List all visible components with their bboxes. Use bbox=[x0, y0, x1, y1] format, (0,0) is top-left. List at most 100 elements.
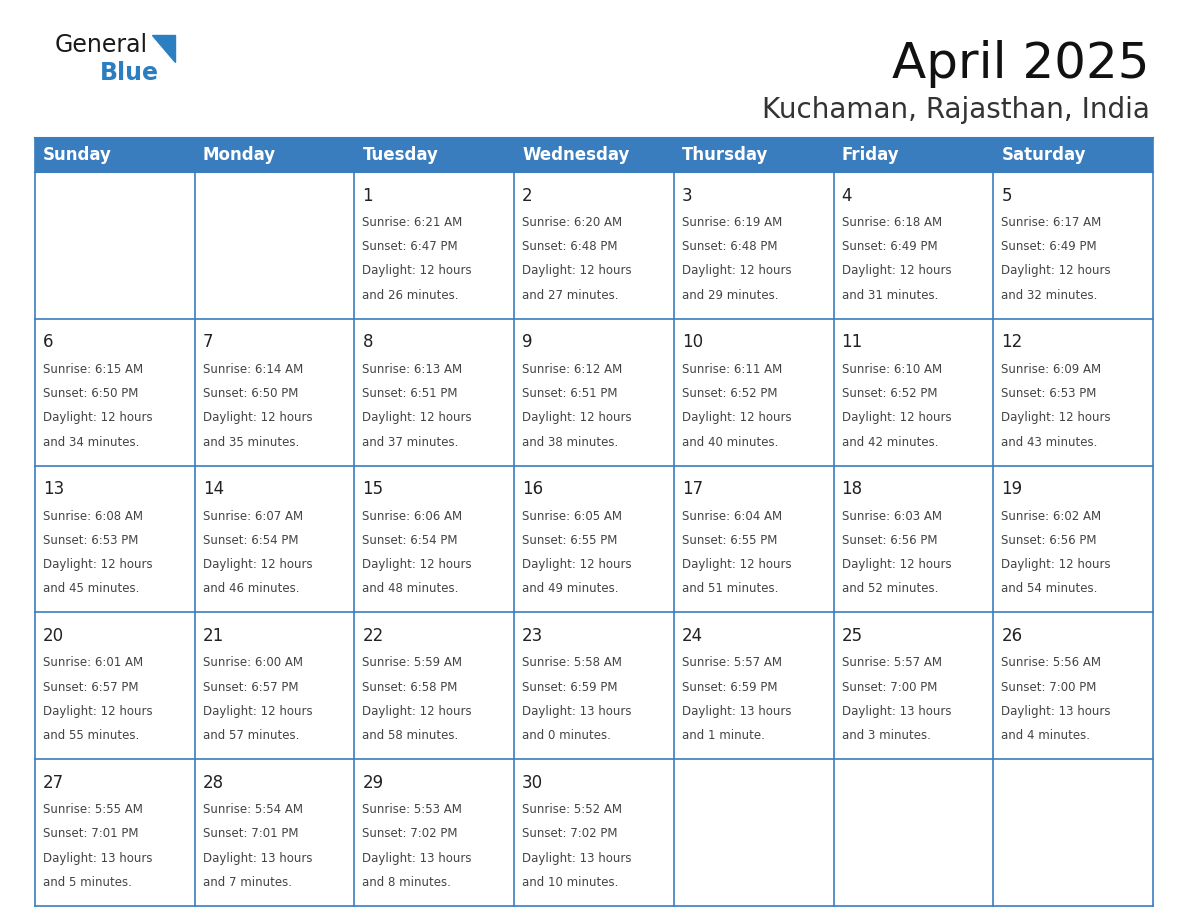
Text: 18: 18 bbox=[841, 480, 862, 498]
Text: 24: 24 bbox=[682, 627, 703, 645]
Bar bbox=[34, 759, 195, 906]
Text: Sunrise: 5:52 AM: Sunrise: 5:52 AM bbox=[523, 803, 623, 816]
Text: Sunrise: 6:17 AM: Sunrise: 6:17 AM bbox=[1001, 216, 1101, 229]
Bar bbox=[514, 319, 674, 465]
Text: Daylight: 13 hours: Daylight: 13 hours bbox=[523, 852, 632, 865]
Bar bbox=[34, 172, 195, 319]
Text: Sunrise: 6:19 AM: Sunrise: 6:19 AM bbox=[682, 216, 782, 229]
Text: 30: 30 bbox=[523, 774, 543, 792]
Text: Daylight: 13 hours: Daylight: 13 hours bbox=[362, 852, 472, 865]
Text: Daylight: 12 hours: Daylight: 12 hours bbox=[1001, 411, 1111, 424]
Text: Sunrise: 6:15 AM: Sunrise: 6:15 AM bbox=[43, 363, 143, 375]
Text: Tuesday: Tuesday bbox=[362, 146, 438, 164]
Text: 26: 26 bbox=[1001, 627, 1023, 645]
Text: Sunrise: 6:05 AM: Sunrise: 6:05 AM bbox=[523, 509, 623, 522]
Text: and 45 minutes.: and 45 minutes. bbox=[43, 582, 139, 595]
Polygon shape bbox=[152, 35, 175, 62]
Text: Sunset: 6:55 PM: Sunset: 6:55 PM bbox=[523, 534, 618, 547]
Text: Sunset: 6:58 PM: Sunset: 6:58 PM bbox=[362, 680, 457, 694]
Bar bbox=[514, 759, 674, 906]
Text: Friday: Friday bbox=[841, 146, 899, 164]
Text: 28: 28 bbox=[203, 774, 223, 792]
Text: and 42 minutes.: and 42 minutes. bbox=[841, 435, 939, 449]
Bar bbox=[354, 465, 514, 612]
Text: Sunset: 6:49 PM: Sunset: 6:49 PM bbox=[1001, 241, 1097, 253]
Text: Sunrise: 6:02 AM: Sunrise: 6:02 AM bbox=[1001, 509, 1101, 522]
Text: and 35 minutes.: and 35 minutes. bbox=[203, 435, 299, 449]
Text: Saturday: Saturday bbox=[1001, 146, 1086, 164]
Bar bbox=[993, 319, 1154, 465]
Text: Sunset: 7:00 PM: Sunset: 7:00 PM bbox=[841, 680, 937, 694]
Text: Sunset: 6:59 PM: Sunset: 6:59 PM bbox=[523, 680, 618, 694]
Text: and 43 minutes.: and 43 minutes. bbox=[1001, 435, 1098, 449]
Bar bbox=[674, 759, 834, 906]
Text: 12: 12 bbox=[1001, 333, 1023, 352]
Text: and 51 minutes.: and 51 minutes. bbox=[682, 582, 778, 595]
Text: Sunrise: 6:12 AM: Sunrise: 6:12 AM bbox=[523, 363, 623, 375]
Text: Sunset: 6:57 PM: Sunset: 6:57 PM bbox=[203, 680, 298, 694]
Text: and 31 minutes.: and 31 minutes. bbox=[841, 288, 939, 302]
Text: Sunrise: 6:18 AM: Sunrise: 6:18 AM bbox=[841, 216, 942, 229]
Bar bbox=[834, 612, 993, 759]
Bar bbox=[354, 172, 514, 319]
Text: 2: 2 bbox=[523, 186, 532, 205]
Text: 3: 3 bbox=[682, 186, 693, 205]
Text: Daylight: 12 hours: Daylight: 12 hours bbox=[43, 705, 152, 718]
Text: Daylight: 13 hours: Daylight: 13 hours bbox=[841, 705, 952, 718]
Text: Wednesday: Wednesday bbox=[523, 146, 630, 164]
Text: Daylight: 12 hours: Daylight: 12 hours bbox=[362, 705, 472, 718]
Text: 23: 23 bbox=[523, 627, 543, 645]
Text: Sunset: 6:50 PM: Sunset: 6:50 PM bbox=[203, 387, 298, 400]
Bar bbox=[993, 612, 1154, 759]
Text: Sunrise: 6:14 AM: Sunrise: 6:14 AM bbox=[203, 363, 303, 375]
Bar bbox=[834, 465, 993, 612]
Text: Sunday: Sunday bbox=[43, 146, 112, 164]
Text: and 34 minutes.: and 34 minutes. bbox=[43, 435, 139, 449]
Bar bbox=[514, 465, 674, 612]
Text: Daylight: 12 hours: Daylight: 12 hours bbox=[43, 558, 152, 571]
Bar bbox=[834, 172, 993, 319]
Text: Sunrise: 5:59 AM: Sunrise: 5:59 AM bbox=[362, 656, 462, 669]
Bar bbox=[834, 759, 993, 906]
Text: and 57 minutes.: and 57 minutes. bbox=[203, 729, 299, 742]
Text: 22: 22 bbox=[362, 627, 384, 645]
Text: Daylight: 12 hours: Daylight: 12 hours bbox=[362, 264, 472, 277]
Text: Thursday: Thursday bbox=[682, 146, 769, 164]
Text: Sunset: 6:53 PM: Sunset: 6:53 PM bbox=[43, 534, 138, 547]
Text: 25: 25 bbox=[841, 627, 862, 645]
Text: 17: 17 bbox=[682, 480, 703, 498]
Text: Daylight: 12 hours: Daylight: 12 hours bbox=[1001, 264, 1111, 277]
Bar bbox=[34, 612, 195, 759]
Text: Sunrise: 6:07 AM: Sunrise: 6:07 AM bbox=[203, 509, 303, 522]
Text: Sunrise: 5:57 AM: Sunrise: 5:57 AM bbox=[841, 656, 942, 669]
Bar bbox=[195, 172, 354, 319]
Text: Sunset: 6:55 PM: Sunset: 6:55 PM bbox=[682, 534, 777, 547]
Text: and 54 minutes.: and 54 minutes. bbox=[1001, 582, 1098, 595]
Text: Sunset: 6:56 PM: Sunset: 6:56 PM bbox=[841, 534, 937, 547]
Text: Sunrise: 6:09 AM: Sunrise: 6:09 AM bbox=[1001, 363, 1101, 375]
Text: and 8 minutes.: and 8 minutes. bbox=[362, 876, 451, 889]
Text: Sunset: 7:00 PM: Sunset: 7:00 PM bbox=[1001, 680, 1097, 694]
Text: 27: 27 bbox=[43, 774, 64, 792]
Text: and 27 minutes.: and 27 minutes. bbox=[523, 288, 619, 302]
Text: Sunrise: 6:20 AM: Sunrise: 6:20 AM bbox=[523, 216, 623, 229]
Text: Sunset: 7:01 PM: Sunset: 7:01 PM bbox=[203, 827, 298, 841]
Text: Sunrise: 6:21 AM: Sunrise: 6:21 AM bbox=[362, 216, 462, 229]
Text: Sunset: 7:02 PM: Sunset: 7:02 PM bbox=[362, 827, 457, 841]
Text: and 49 minutes.: and 49 minutes. bbox=[523, 582, 619, 595]
Text: Sunset: 7:01 PM: Sunset: 7:01 PM bbox=[43, 827, 139, 841]
Text: 21: 21 bbox=[203, 627, 225, 645]
Text: and 5 minutes.: and 5 minutes. bbox=[43, 876, 132, 889]
Text: and 3 minutes.: and 3 minutes. bbox=[841, 729, 930, 742]
Text: Daylight: 12 hours: Daylight: 12 hours bbox=[43, 411, 152, 424]
Text: Daylight: 12 hours: Daylight: 12 hours bbox=[682, 411, 791, 424]
Text: Daylight: 12 hours: Daylight: 12 hours bbox=[203, 558, 312, 571]
Bar bbox=[195, 759, 354, 906]
Text: Sunset: 6:57 PM: Sunset: 6:57 PM bbox=[43, 680, 139, 694]
Bar bbox=[674, 319, 834, 465]
Text: and 55 minutes.: and 55 minutes. bbox=[43, 729, 139, 742]
Text: and 32 minutes.: and 32 minutes. bbox=[1001, 288, 1098, 302]
Text: Daylight: 13 hours: Daylight: 13 hours bbox=[682, 705, 791, 718]
Text: Sunrise: 5:54 AM: Sunrise: 5:54 AM bbox=[203, 803, 303, 816]
Bar bbox=[34, 319, 195, 465]
